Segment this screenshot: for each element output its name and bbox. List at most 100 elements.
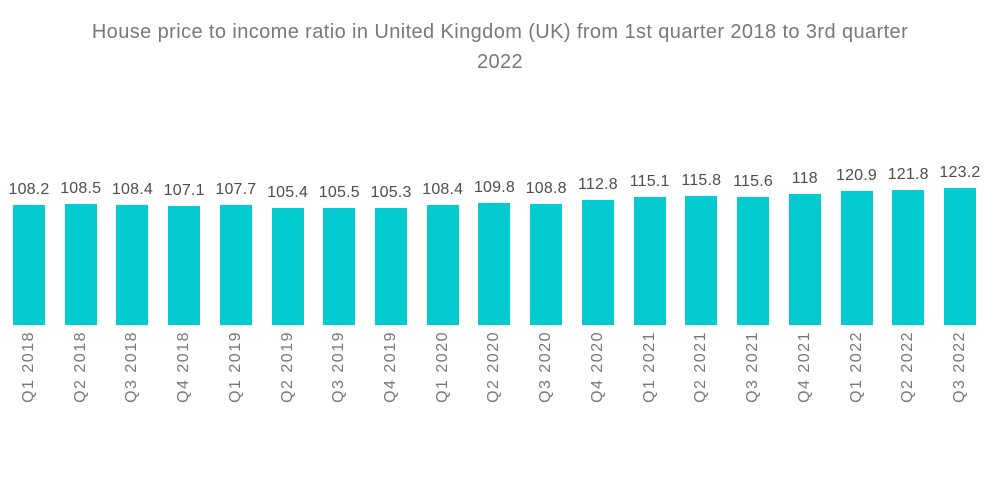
x-tick-label: Q3 2019 [330,331,348,403]
bar-value-label: 108.2 [8,180,50,198]
bar-value-label: 108.5 [60,180,102,198]
bar-column: 108.4 [422,181,463,325]
x-tick-label: Q3 2018 [123,331,141,403]
bar-column: 105.3 [371,184,411,325]
bar-column: 120.9 [836,167,877,325]
bar-column: 108.4 [112,181,153,325]
bar-value-label: 107.1 [163,181,205,199]
bar-column: 118 [788,169,821,325]
bar [13,204,45,325]
x-tick-label: Q2 2018 [71,331,89,403]
bar [271,207,304,325]
bar-column: 108.5 [60,181,101,325]
bar-column: 112.8 [578,176,618,325]
x-axis-labels: Q1 2018 Q2 2018 Q3 2018 Q4 2018 Q1 2019 Q2 20… [13,331,976,403]
bar [478,202,511,325]
bar [633,197,666,325]
x-tick-label: Q2 2020 [485,331,503,403]
x-tick-label: Q1 2020 [433,331,451,403]
bar-value-label: 115.1 [629,173,670,190]
x-tick-label: Q4 2021 [795,331,813,403]
bar-value-label: 107.7 [215,181,257,199]
bar-value-label: 118 [791,169,818,187]
x-tick: Q2 2021 [685,331,717,403]
x-tick: Q2 2022 [892,331,924,403]
bar-column: 115.1 [630,174,669,325]
chart-title-line1: House price to income ratio in United Ki… [91,21,909,43]
bar-value-label: 121.8 [887,165,929,183]
x-tick: Q1 2022 [841,331,873,403]
x-tick: Q2 2020 [478,331,510,403]
x-tick: Q2 2019 [272,331,304,403]
x-tick: Q2 2018 [65,331,97,403]
bar-series: 108.2 108.5 108.4 107.1 107.7 105.4 105.5 105.3… [8,165,980,325]
bar-value-label: 108.8 [525,180,567,197]
bar [892,189,925,325]
bar-value-label: 108.4 [111,180,153,198]
bar-column: 107.7 [215,182,256,325]
x-tick: Q3 2020 [530,331,562,403]
x-tick: Q4 2021 [789,331,821,403]
x-tick-label: Q2 2021 [692,331,710,403]
x-tick: Q3 2022 [944,331,976,403]
x-tick-label: Q4 2019 [382,331,400,403]
bar [426,204,459,325]
bar [375,207,408,325]
bar [840,190,873,325]
x-tick: Q4 2018 [168,331,200,403]
bar-column: 105.4 [267,184,308,325]
x-tick: Q1 2021 [634,331,666,403]
bar-value-label: 105.3 [370,183,412,201]
x-tick: Q4 2020 [582,331,614,403]
bar-value-label: 108.4 [422,180,464,198]
bar-column: 115.8 [681,173,721,325]
x-tick-label: Q3 2021 [744,331,762,403]
x-tick-label: Q1 2019 [226,331,244,403]
x-tick-label: Q1 2018 [20,331,37,403]
x-tick: Q3 2018 [116,331,148,403]
bar [737,196,770,325]
bar [788,193,821,325]
bar-column: 107.1 [164,182,204,325]
x-tick-label: Q2 2022 [899,331,917,403]
bar-value-label: 115.6 [733,172,773,190]
bar-value-label: 112.8 [577,175,618,193]
x-tick-label: Q1 2021 [640,331,658,403]
bar-value-label: 109.8 [473,178,515,196]
x-tick: Q1 2020 [427,331,459,403]
bar [530,204,563,325]
bar [685,196,718,325]
bar-value-label: 123.2 [939,164,981,181]
bar [219,205,252,325]
bar [116,204,149,325]
bar-value-label: 105.4 [267,183,309,201]
x-tick-label: Q4 2020 [588,331,606,403]
bar-value-label: 120.9 [835,166,878,184]
x-tick-label: Q2 2019 [278,331,296,403]
bar-value-label: 105.5 [318,183,360,201]
x-tick: Q3 2021 [737,331,769,403]
bar [64,204,97,325]
x-tick: Q4 2019 [375,331,407,403]
x-tick: Q3 2019 [323,331,355,403]
x-tick-label: Q3 2022 [950,331,968,403]
bar-column: 115.6 [733,173,773,325]
bar-column: 105.5 [319,184,360,325]
x-tick-label: Q1 2022 [847,331,865,403]
bar-column: 108.2 [8,181,49,325]
x-tick-label: Q3 2020 [537,331,555,403]
bar-column: 108.8 [526,181,567,325]
bar-column: 123.2 [939,165,980,325]
bar-column: 121.8 [888,166,929,325]
x-tick: Q1 2019 [220,331,252,403]
bar [943,188,976,325]
bar-value-label: 115.8 [681,172,722,190]
chart-title: House price to income ratio in United Ki… [0,17,1000,77]
chart-title-line2: 2022 [476,51,524,73]
bar [581,199,614,325]
x-tick: Q1 2018 [13,331,45,403]
bar [323,207,356,325]
bar [168,205,201,325]
bar-column: 109.8 [474,179,515,325]
